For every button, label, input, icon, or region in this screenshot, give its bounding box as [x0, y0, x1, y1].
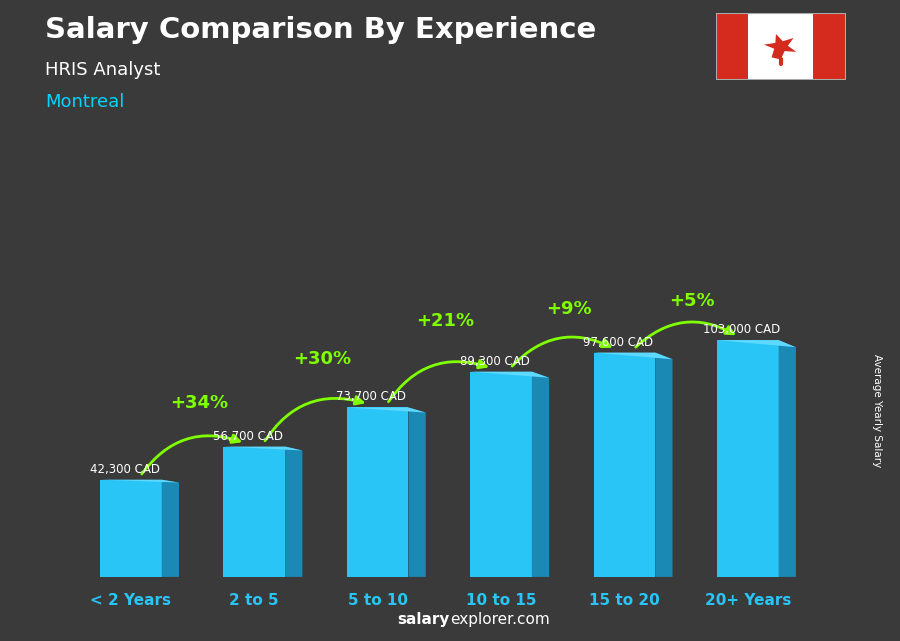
Bar	[100, 479, 162, 577]
Text: Salary Comparison By Experience: Salary Comparison By Experience	[45, 16, 596, 44]
Bar	[346, 408, 409, 577]
Polygon shape	[764, 34, 796, 60]
Text: HRIS Analyst: HRIS Analyst	[45, 61, 160, 79]
Text: +9%: +9%	[546, 300, 591, 318]
Bar	[716, 13, 748, 80]
Text: 73,700 CAD: 73,700 CAD	[337, 390, 407, 403]
Bar	[223, 447, 285, 577]
Text: salary: salary	[398, 612, 450, 627]
Polygon shape	[594, 353, 672, 359]
Polygon shape	[346, 408, 426, 413]
Text: Montreal: Montreal	[45, 93, 124, 111]
Polygon shape	[717, 340, 796, 347]
Polygon shape	[409, 408, 426, 577]
Text: 97,600 CAD: 97,600 CAD	[583, 335, 653, 349]
Polygon shape	[285, 447, 302, 577]
Text: Average Yearly Salary: Average Yearly Salary	[872, 354, 883, 467]
Bar	[594, 353, 655, 577]
Text: explorer.com: explorer.com	[450, 612, 550, 627]
FancyArrowPatch shape	[389, 360, 486, 402]
Text: +21%: +21%	[417, 312, 474, 330]
FancyArrowPatch shape	[635, 322, 734, 347]
Text: 56,700 CAD: 56,700 CAD	[213, 429, 284, 442]
FancyArrowPatch shape	[512, 337, 610, 366]
Text: 103,000 CAD: 103,000 CAD	[703, 323, 780, 336]
FancyArrowPatch shape	[141, 435, 239, 474]
Polygon shape	[655, 353, 672, 577]
Bar	[717, 340, 778, 577]
Polygon shape	[778, 340, 796, 577]
FancyArrowPatch shape	[265, 397, 363, 441]
Text: +30%: +30%	[293, 351, 351, 369]
Polygon shape	[162, 479, 179, 577]
Polygon shape	[470, 372, 549, 378]
Text: 89,300 CAD: 89,300 CAD	[460, 354, 530, 368]
Bar	[814, 13, 846, 80]
Text: +5%: +5%	[670, 292, 716, 310]
Polygon shape	[100, 479, 179, 483]
Bar	[470, 372, 532, 577]
Polygon shape	[223, 447, 302, 451]
Text: +34%: +34%	[170, 394, 228, 412]
Polygon shape	[532, 372, 549, 577]
Text: 42,300 CAD: 42,300 CAD	[90, 463, 159, 476]
